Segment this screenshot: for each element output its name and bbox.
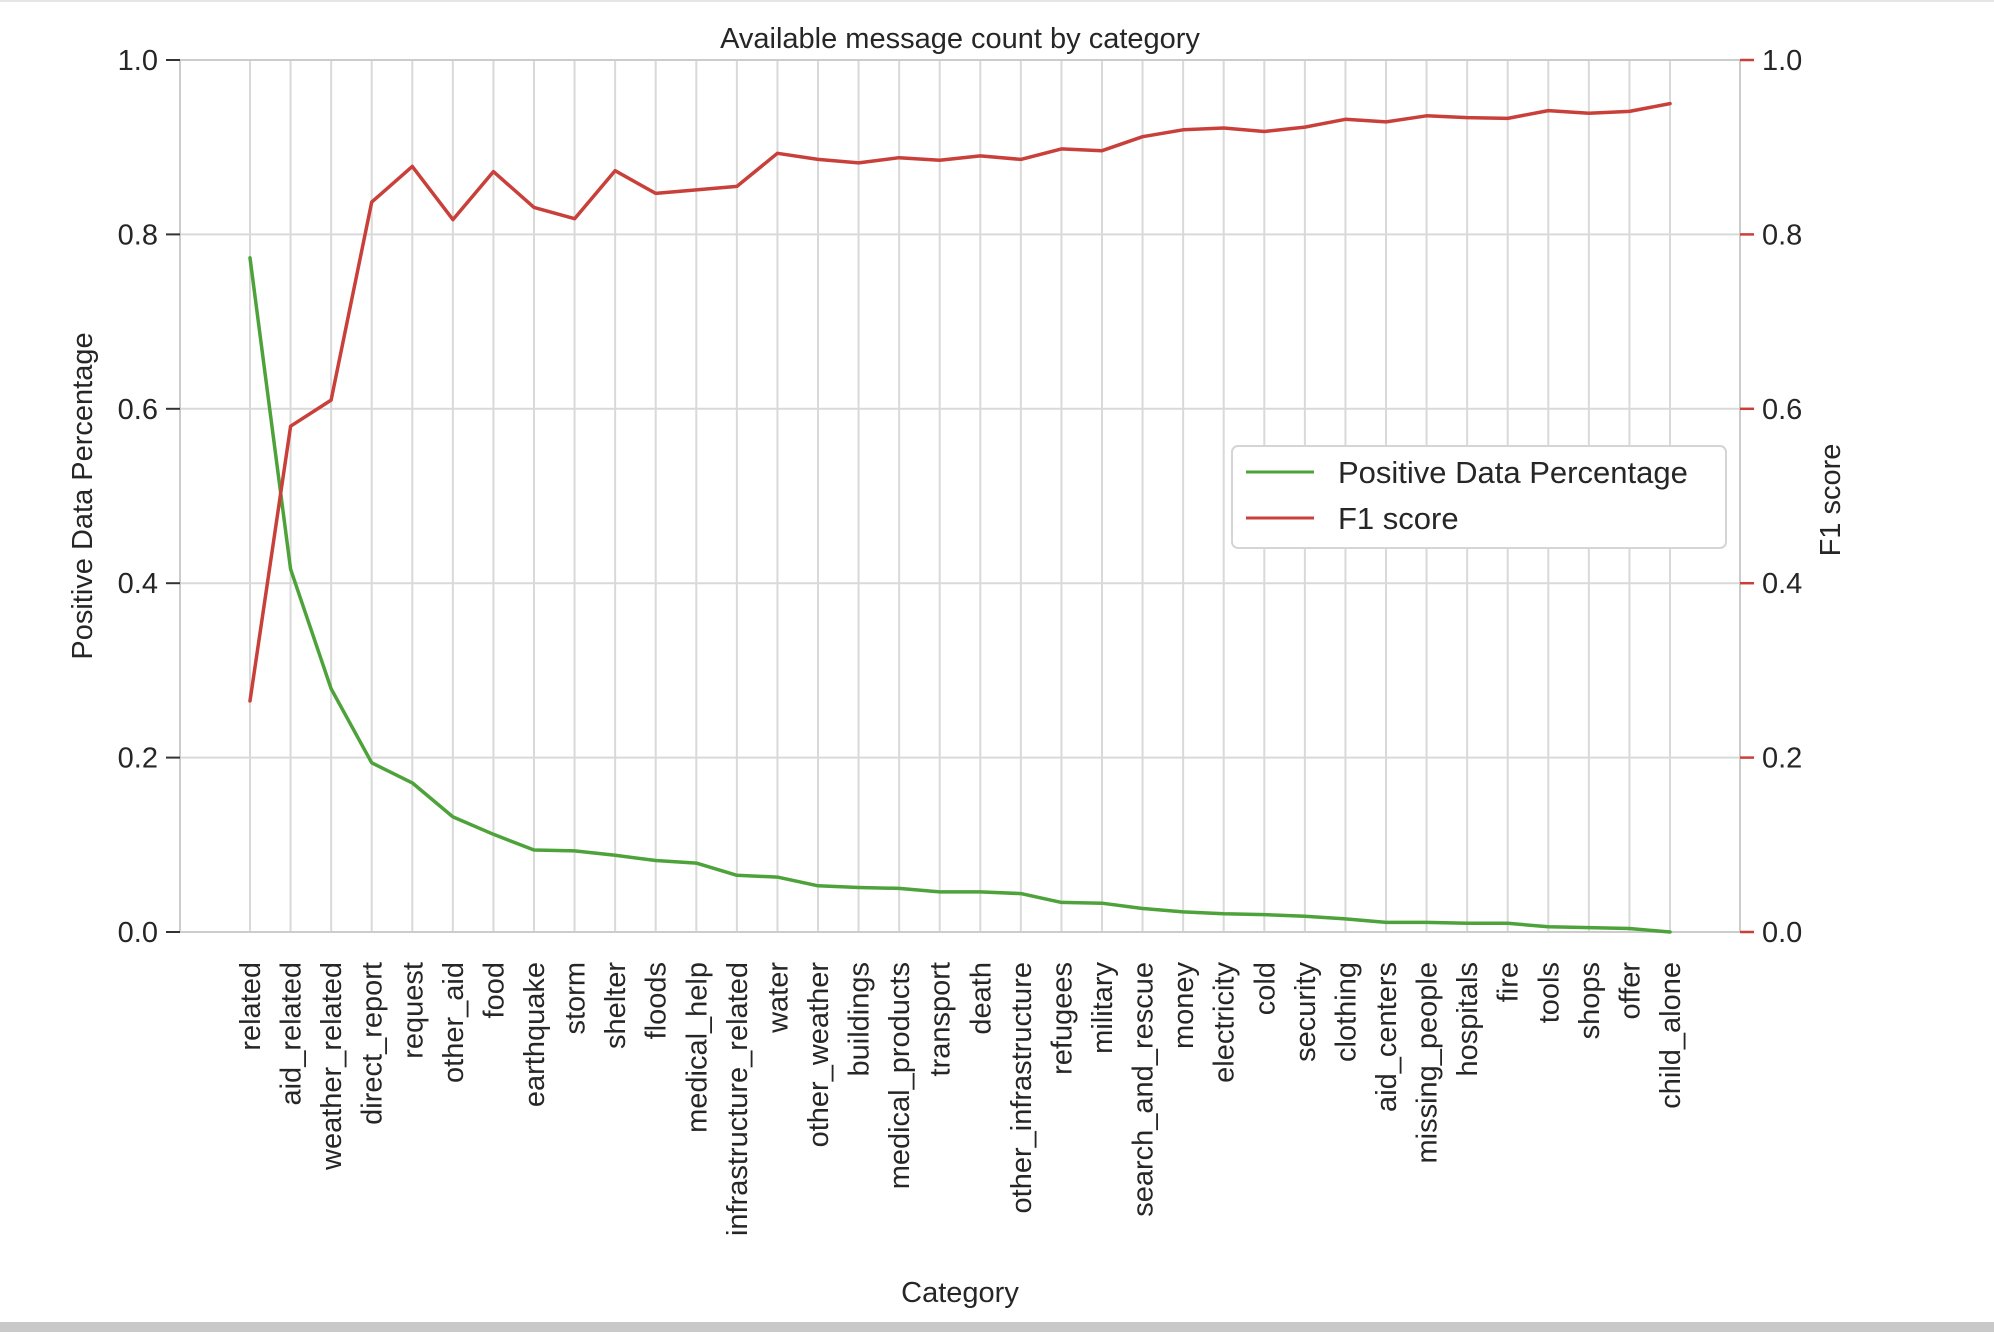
category-label-storm: storm [560,962,592,1035]
left-y-axis-title: Positive Data Percentage [67,332,99,659]
left-tick-label: 0.6 [118,394,158,426]
category-label-refugees: refugees [1046,962,1078,1075]
category-label-shelter: shelter [600,962,632,1049]
left-tick-label: 1.0 [118,45,158,77]
category-label-other-infrastructure: other_infrastructure [1006,962,1038,1213]
right-tick-label: 0.4 [1762,568,1802,600]
category-label-related: related [235,962,267,1051]
category-label-military: military [1087,962,1119,1054]
right-y-axis-title: F1 score [1815,444,1847,557]
category-label-other-weather: other_weather [803,962,835,1148]
right-y-axis: 0.0 0.2 0.4 0.6 0.8 1.0 [1740,45,1802,949]
top-divider [0,0,1994,2]
series-line-f1-score [248,101,1672,703]
category-label-infrastructure-related: infrastructure_related [722,962,754,1236]
category-label-tools: tools [1533,962,1565,1023]
category-label-earthquake: earthquake [519,962,551,1107]
category-label-medical-products: medical_products [884,962,916,1189]
category-label-shops: shops [1574,962,1606,1039]
category-label-request: request [397,962,429,1059]
x-axis-category-labels: related aid_related weather_related direct_… [235,962,1687,1237]
legend-label-f1: F1 score [1338,501,1459,536]
series-lines [248,101,1672,934]
category-label-buildings: buildings [844,962,876,1076]
left-tick-label: 0.0 [118,917,158,949]
left-tick-label: 0.8 [118,219,158,251]
category-label-transport: transport [925,962,957,1076]
chart-title: Available message count by category [720,23,1200,55]
category-label-money: money [1168,962,1200,1050]
category-label-hospitals: hospitals [1452,962,1484,1076]
left-tick-label: 0.4 [118,568,158,600]
category-label-electricity: electricity [1209,962,1241,1083]
category-label-food: food [478,962,510,1018]
category-label-cold: cold [1249,962,1281,1015]
category-label-medical-help: medical_help [681,962,713,1133]
legend-box [1231,445,1727,549]
category-label-aid-related: aid_related [276,962,308,1106]
category-label-missing-people: missing_people [1412,962,1444,1164]
category-label-clothing: clothing [1330,962,1362,1062]
category-label-death: death [965,962,997,1035]
right-tick-label: 0.0 [1762,917,1802,949]
plot-area-border [179,59,1741,933]
category-label-direct-report: direct_report [357,962,389,1125]
legend-label-positive: Positive Data Percentage [1338,455,1688,490]
bottom-divider [0,1322,1994,1332]
category-label-fire: fire [1493,962,1525,1002]
category-label-offer: offer [1614,962,1646,1020]
right-tick-label: 0.6 [1762,394,1802,426]
x-axis-title: Category [901,1277,1019,1309]
category-label-aid-centers: aid_centers [1371,962,1403,1112]
right-tick-label: 1.0 [1762,45,1802,77]
category-label-security: security [1290,962,1322,1062]
category-label-search-and-rescue: search_and_rescue [1128,962,1160,1217]
category-label-other-aid: other_aid [438,962,470,1083]
category-label-water: water [762,962,794,1034]
right-tick-label: 0.2 [1762,743,1802,775]
category-label-child-alone: child_alone [1655,962,1687,1109]
legend: Positive Data Percentage F1 score [1231,445,1727,549]
category-label-weather-related: weather_related [316,962,348,1171]
vertical-gridlines [249,60,1671,932]
series-line-positive-data-percentage [248,256,1672,934]
left-tick-label: 0.2 [118,743,158,775]
left-y-axis: 0.0 0.2 0.4 0.6 0.8 1.0 [118,45,180,949]
category-label-floods: floods [641,962,673,1039]
right-tick-label: 0.8 [1762,219,1802,251]
